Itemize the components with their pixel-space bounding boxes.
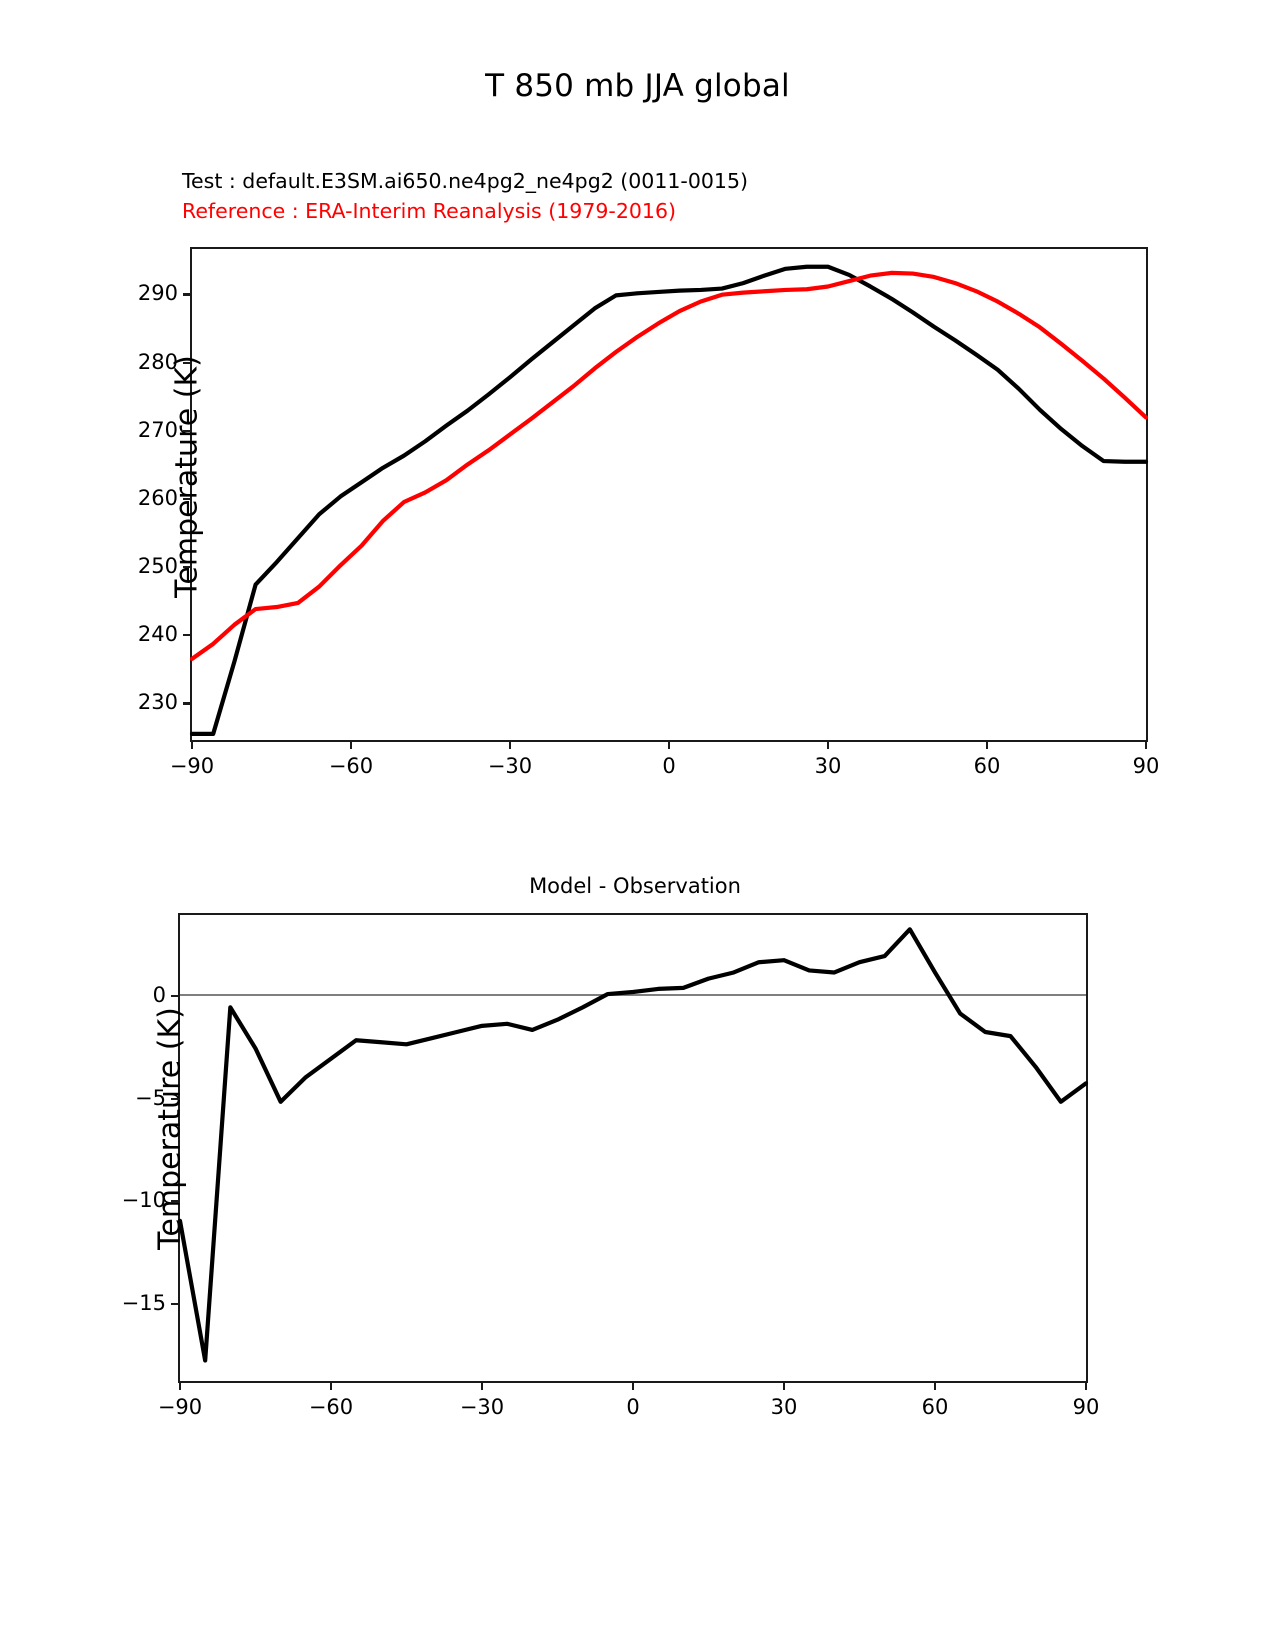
x-tick — [349, 740, 353, 749]
y-tick-label: −15 — [121, 1290, 166, 1315]
y-tick — [183, 429, 192, 432]
x-tick-label: −60 — [308, 1395, 354, 1419]
y-tick — [183, 634, 192, 637]
y-tick-label: 240 — [137, 622, 178, 647]
y-tick — [171, 995, 180, 998]
y-tick — [183, 566, 192, 569]
y-tick-label: 0 — [152, 983, 166, 1008]
page-title: T 850 mb JJA global — [485, 68, 790, 104]
x-tick — [508, 740, 512, 749]
x-tick-label: −60 — [328, 754, 374, 778]
x-tick — [631, 1381, 635, 1390]
y-tick — [171, 1302, 180, 1306]
zonal-mean-plot: Temperature (K) 230 240 250 260 270 280 290 −90… — [138, 247, 1159, 778]
x-tick-label: 60 — [921, 1395, 949, 1419]
x-tick-label: −90 — [157, 1395, 203, 1419]
x-tick-label: 90 — [1072, 1395, 1100, 1419]
x-tick — [667, 740, 671, 749]
x-tick-label: 30 — [814, 754, 842, 778]
difference-plot-title: Model - Observation — [529, 874, 741, 898]
x-tick — [985, 740, 989, 749]
y-tick — [171, 1097, 180, 1100]
x-tick-label: −90 — [169, 754, 215, 778]
x-tick — [782, 1381, 786, 1390]
x-tick-label: −30 — [487, 754, 533, 778]
legend-entry-reference: Reference : ERA-Interim Reanalysis (1979… — [182, 199, 676, 223]
y-tick — [183, 702, 192, 705]
y-tick — [183, 361, 192, 364]
zero-reference-line — [180, 993, 1086, 997]
zonal-mean-series-group — [189, 264, 1149, 736]
data-series-line — [189, 270, 1149, 661]
x-tick — [1144, 740, 1148, 749]
x-tick — [480, 1381, 484, 1390]
x-tick-label: 60 — [973, 754, 1001, 778]
y-tick-label: 250 — [137, 554, 178, 579]
data-series-line — [189, 264, 1149, 736]
x-tick-label: 30 — [770, 1395, 798, 1419]
x-tick — [190, 740, 194, 749]
x-tick-label: 90 — [1132, 754, 1160, 778]
legend-entry-test: Test : default.E3SM.ai650.ne4pg2_ne4pg2 … — [182, 169, 749, 193]
x-tick — [1084, 1381, 1088, 1390]
data-series-line — [177, 927, 1089, 1363]
legend: Test : default.E3SM.ai650.ne4pg2_ne4pg2 … — [182, 166, 748, 226]
x-tick — [826, 740, 830, 749]
y-tick-label: 230 — [137, 690, 178, 715]
y-tick-label: −5 — [135, 1085, 166, 1110]
y-tick — [183, 497, 192, 501]
y-tick-label: 280 — [137, 349, 178, 374]
x-tick — [329, 1381, 333, 1390]
x-tick-label: −30 — [459, 1395, 505, 1419]
y-tick-label: 260 — [137, 485, 178, 510]
x-tick — [933, 1381, 937, 1390]
y-tick-label: 270 — [137, 417, 178, 442]
y-tick — [183, 293, 192, 296]
x-tick-label: 0 — [626, 1395, 640, 1419]
difference-plot: Model - Observation Temperature (K) 0 −5−… — [122, 874, 1100, 1419]
y-tick-label: 290 — [137, 281, 178, 306]
difference-series-group — [177, 927, 1089, 1363]
x-tick-label: 0 — [662, 754, 676, 778]
y-tick-label: −10 — [121, 1188, 166, 1213]
x-tick — [178, 1381, 182, 1390]
y-tick — [171, 1200, 180, 1203]
